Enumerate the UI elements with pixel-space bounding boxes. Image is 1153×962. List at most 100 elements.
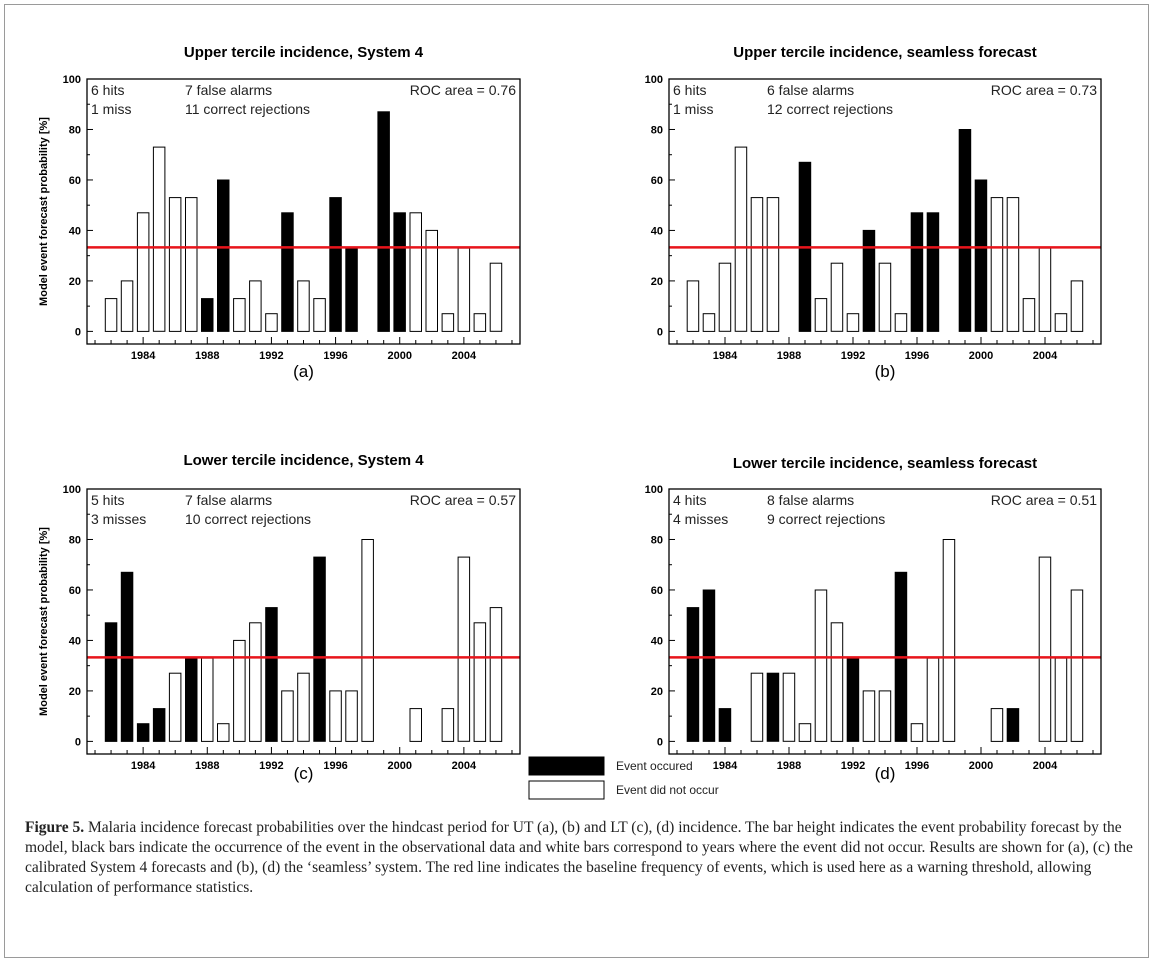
bar-no-event	[168, 197, 182, 332]
bar-no-event	[168, 672, 182, 742]
y-tick-label: 80	[69, 534, 81, 546]
x-tick-label: 2004	[452, 760, 477, 772]
chart-panel-c: Lower tercile incidence, System 4 0 20 40 60…	[38, 452, 521, 783]
bar-no-event	[233, 298, 246, 332]
bar-no-event	[1054, 657, 1068, 742]
bar-event	[217, 179, 230, 332]
bar-no-event	[1038, 556, 1052, 742]
y-tick-label: 100	[645, 74, 663, 86]
roc-area: ROC area = 0.57	[410, 492, 516, 508]
y-tick-label: 0	[75, 326, 81, 338]
y-tick-label: 40	[651, 225, 663, 237]
y-tick-label: 100	[63, 484, 81, 496]
bar-no-event	[457, 247, 471, 332]
x-tick-label: 1996	[323, 760, 347, 772]
bar-no-event	[249, 622, 262, 742]
bar-no-event	[1070, 589, 1084, 742]
bar-no-event	[329, 690, 342, 742]
bar-event	[313, 556, 326, 742]
misses-count: 1 miss	[91, 101, 131, 117]
bar-event	[926, 212, 940, 332]
false-alarms-count: 7 false alarms	[185, 492, 272, 508]
chart-title: Lower tercile incidence, seamless foreca…	[733, 455, 1037, 472]
bar-no-event	[702, 313, 716, 332]
bar-no-event	[249, 280, 262, 332]
bar-no-event	[185, 197, 198, 332]
correct-rejections-count: 10 correct rejections	[185, 511, 311, 527]
x-tick-label: 1996	[323, 350, 347, 362]
bar-no-event	[473, 622, 487, 742]
y-tick-label: 80	[651, 124, 663, 136]
bar-no-event	[814, 589, 828, 742]
y-tick-label: 20	[651, 276, 663, 288]
x-tick-label: 1996	[905, 760, 929, 772]
x-tick-label: 1984	[131, 760, 156, 772]
y-tick-label: 20	[69, 686, 81, 698]
bar-no-event	[750, 672, 764, 742]
y-axis-label: Model event forecast probability [%]	[38, 117, 50, 306]
legend-label-no-event: Event did not occur	[616, 783, 719, 797]
bar-no-event	[862, 690, 876, 742]
bar-no-event	[201, 657, 214, 742]
y-tick-label: 100	[645, 484, 663, 496]
misses-count: 4 misses	[673, 511, 728, 527]
chart-panel-a: Upper tercile incidence, System 4 0 20 40 60…	[38, 44, 521, 381]
chart-panel-d: Lower tercile incidence, seamless foreca…	[645, 455, 1102, 783]
misses-count: 1 miss	[673, 101, 713, 117]
x-tick-label: 1992	[841, 350, 865, 362]
bar-event	[185, 657, 198, 742]
bar-no-event	[750, 197, 764, 332]
legend: Event occured Event did not occur	[528, 756, 719, 800]
x-tick-label: 2000	[969, 350, 993, 362]
correct-rejections-count: 9 correct rejections	[767, 511, 885, 527]
bar-no-event	[313, 298, 326, 332]
bar-no-event	[734, 146, 748, 332]
chart-title: Lower tercile incidence, System 4	[183, 452, 424, 469]
chart-title: Upper tercile incidence, System 4	[184, 44, 424, 61]
x-tick-label: 1984	[713, 350, 738, 362]
figure-frame: Upper tercile incidence, System 4 0 20 40 60…	[4, 4, 1149, 958]
bar-no-event	[686, 280, 700, 332]
bar-no-event	[361, 539, 374, 742]
bar-no-event	[1022, 298, 1036, 332]
correct-rejections-count: 11 correct rejections	[185, 101, 310, 117]
bar-no-event	[409, 212, 422, 332]
bar-event	[686, 607, 700, 742]
chart-title: Upper tercile incidence, seamless foreca…	[733, 44, 1036, 61]
chart-panel-b: Upper tercile incidence, seamless foreca…	[645, 44, 1102, 381]
y-tick-label: 60	[69, 175, 81, 187]
caption-text: Malaria incidence forecast probabilities…	[25, 819, 1133, 896]
bar-no-event	[457, 556, 471, 742]
y-tick-label: 80	[651, 534, 663, 546]
bar-no-event	[814, 298, 828, 332]
bar-event	[393, 212, 406, 332]
bar-no-event	[104, 298, 118, 332]
bar-no-event	[782, 672, 796, 742]
bar-no-event	[217, 723, 230, 742]
x-tick-label: 1996	[905, 350, 929, 362]
bar-no-event	[281, 690, 294, 742]
bar-no-event	[846, 313, 860, 332]
y-tick-label: 20	[651, 686, 663, 698]
roc-area: ROC area = 0.76	[410, 82, 516, 98]
y-axis-label: Model event forecast probability [%]	[38, 527, 50, 716]
y-tick-label: 40	[69, 635, 81, 647]
bar-event	[329, 197, 342, 332]
bar-no-event	[489, 607, 503, 742]
x-tick-label: 1988	[777, 760, 801, 772]
hits-count: 4 hits	[673, 492, 706, 508]
figure-caption: Figure 5. Malaria incidence forecast pro…	[25, 818, 1140, 898]
x-tick-label: 1988	[195, 350, 219, 362]
legend-label-event: Event occured	[616, 759, 693, 773]
bar-event	[265, 607, 278, 742]
bar-event	[910, 212, 924, 332]
roc-area: ROC area = 0.51	[991, 492, 1097, 508]
panel-label: (a)	[293, 362, 314, 381]
bar-event	[104, 622, 118, 742]
bar-event	[1006, 708, 1020, 742]
bar-no-event	[894, 313, 908, 332]
y-tick-label: 0	[657, 326, 663, 338]
correct-rejections-count: 12 correct rejections	[767, 101, 893, 117]
panel-label: (b)	[875, 362, 896, 381]
x-tick-label: 1992	[841, 760, 865, 772]
